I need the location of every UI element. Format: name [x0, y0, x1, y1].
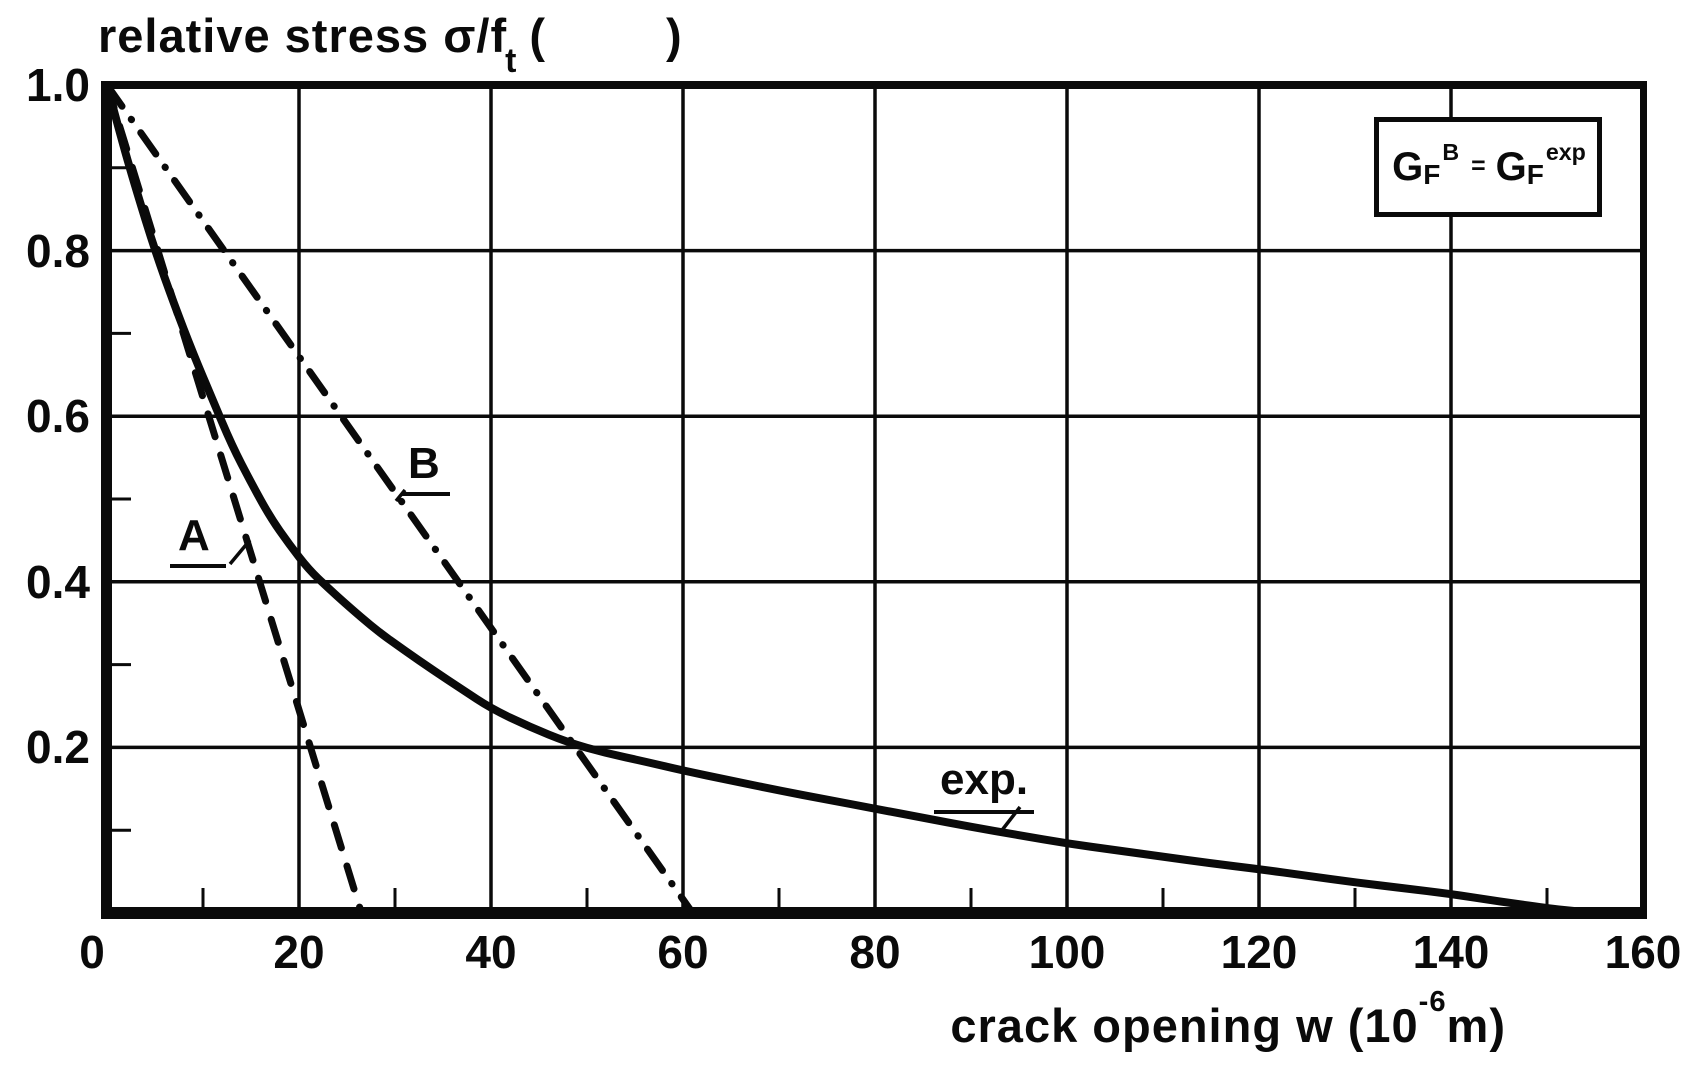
y-tick-label: 0.8 [26, 224, 90, 277]
y-tick-label: 0.2 [26, 721, 90, 774]
curve-label-exp: exp. [934, 758, 1035, 814]
x-tick-label: 100 [1028, 926, 1106, 978]
x-tick-label: 120 [1220, 926, 1298, 978]
border-right [1640, 81, 1647, 919]
legend-sub2: F [1526, 159, 1544, 191]
y-tick-label: 1.0 [26, 59, 90, 111]
x-axis-label: crack opening w (10-6m) [950, 986, 1506, 1053]
curve-exp [103, 81, 1609, 917]
x-tick-label: 20 [273, 926, 325, 978]
x-tick-label: 40 [465, 926, 517, 978]
plot-border [101, 81, 1647, 919]
curve-label-b: B [402, 442, 450, 496]
axis-y [101, 81, 112, 919]
x-axis-label-text: crack opening w (10 [950, 999, 1419, 1052]
leader-lines [228, 488, 1022, 836]
x-tick-label: 80 [849, 926, 901, 978]
x-axis-label-exponent: -6 [1418, 985, 1447, 1018]
y-tick-label: 0.6 [26, 390, 90, 443]
x-axis-label-unit: m) [1446, 999, 1506, 1052]
legend-sub1: F [1423, 159, 1441, 191]
legend-sup1: B [1442, 139, 1460, 166]
legend-sup2: exp [1545, 139, 1586, 166]
leader-a [228, 538, 252, 566]
leader-b [394, 488, 407, 503]
legend-g2: G [1495, 144, 1527, 189]
border-top [101, 81, 1647, 89]
y-tick-label: 0.4 [26, 555, 90, 608]
title-open-paren: ( [529, 9, 547, 62]
grid-lines [107, 85, 1643, 913]
x-tick-label: 140 [1412, 926, 1490, 978]
x-tick-label: 60 [657, 926, 709, 978]
title-text: relative stress σ/f [98, 9, 508, 62]
chart-title: relative stress σ/ft () [98, 8, 683, 80]
legend-equals: = [1471, 153, 1486, 180]
title-close-paren: ) [666, 9, 683, 62]
border-bottom [101, 907, 1647, 919]
legend-g1: G [1392, 144, 1424, 189]
minor-ticks [112, 166, 1549, 907]
title-sub: t [505, 41, 518, 80]
curve-label-a: A [170, 514, 226, 568]
x-tick-label: 0 [79, 926, 105, 978]
x-tick-label: 160 [1604, 926, 1682, 978]
